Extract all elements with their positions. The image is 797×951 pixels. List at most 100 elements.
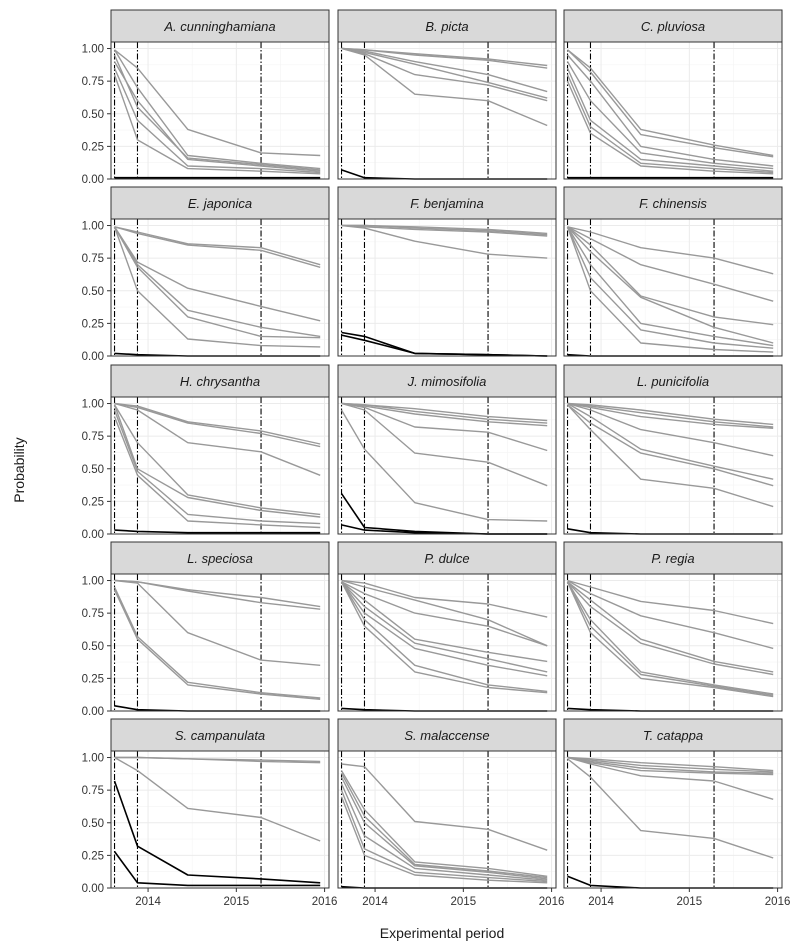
panel-f-chinensis: F. chinensis <box>563 186 783 357</box>
y-tick-label: 0.50 <box>82 641 104 653</box>
series-line-grey <box>566 581 774 695</box>
x-tick-label: 2016 <box>765 896 791 908</box>
panel-j-mimosifolia: J. mimosifolia <box>337 364 557 535</box>
series-line-grey <box>341 579 548 618</box>
strip-label: L. speciosa <box>187 551 253 566</box>
strip-background <box>563 718 783 752</box>
series-line-grey <box>341 224 548 259</box>
x-tick-label: 2015 <box>451 896 477 908</box>
series-line-grey <box>567 756 774 773</box>
series-line-grey <box>567 226 774 326</box>
y-tick-label: 0.00 <box>82 174 104 186</box>
series-line-grey <box>340 770 548 877</box>
series-line-grey <box>113 226 321 339</box>
series-line-grey <box>567 756 774 774</box>
y-tick-label: 1.00 <box>82 44 104 56</box>
strip-label: A. cunninghamiana <box>163 19 275 34</box>
strip-background <box>110 9 330 43</box>
x-tick-label: 2014 <box>135 896 161 908</box>
strip-label: F. benjamina <box>410 196 483 211</box>
series-line-grey <box>113 589 321 700</box>
panel-border <box>110 573 330 712</box>
panel-border <box>563 41 783 180</box>
x-tick-label: 2015 <box>677 896 703 908</box>
panel-border <box>110 396 330 535</box>
series-line-grey <box>340 796 548 884</box>
series-line-grey <box>113 404 321 516</box>
x-tick-label: 2016 <box>539 896 565 908</box>
series-line-grey <box>567 402 774 429</box>
y-tick-label: 0.50 <box>82 109 104 121</box>
series-line-grey <box>567 49 774 157</box>
y-tick-label: 0.50 <box>82 818 104 830</box>
y-tick-label: 1.00 <box>82 753 104 765</box>
series-line-grey <box>566 61 774 170</box>
series-line-black <box>113 851 321 887</box>
x-axis-title: Experimental period <box>380 925 505 941</box>
y-tick-label: 0.00 <box>82 529 104 541</box>
series-line-grey <box>567 758 774 859</box>
panel-s-campanulata: S. campanulata 0.00 0.25 0.50 0.75 1.00 2014 20… <box>82 718 338 908</box>
y-tick-label: 0.75 <box>82 785 104 797</box>
plot-background <box>338 219 556 356</box>
series-line-grey <box>567 756 774 800</box>
x-tick-label: 2014 <box>588 896 614 908</box>
series-line-grey <box>341 47 548 69</box>
series-line-grey <box>567 404 774 487</box>
strip-background <box>337 186 557 220</box>
series-line-grey <box>340 776 548 880</box>
series-line-grey <box>340 581 548 693</box>
series-line-grey <box>114 402 321 476</box>
y-tick-label: 1.00 <box>82 399 104 411</box>
strip-background <box>563 186 783 220</box>
strip-label: P. regia <box>651 551 694 566</box>
y-tick-label: 0.25 <box>82 141 104 153</box>
series-line-grey <box>340 783 548 881</box>
y-tick-label: 1.00 <box>82 221 104 233</box>
series-line-grey <box>114 402 321 448</box>
panel-t-catappa: T. catappa 2014 2015 2016 <box>563 718 791 908</box>
series-line-grey <box>113 226 321 322</box>
series-line-grey <box>340 789 548 883</box>
strip-label: P. dulce <box>424 551 469 566</box>
series-line-grey <box>114 579 321 666</box>
panel-b-picta: B. picta <box>337 9 557 180</box>
panel-border <box>337 41 557 180</box>
series-line-grey <box>113 226 321 338</box>
y-tick-label: 1.00 <box>82 576 104 588</box>
y-tick-label: 0.50 <box>82 464 104 476</box>
series-line-grey <box>114 756 321 764</box>
series-line-grey <box>113 67 321 174</box>
panel-border <box>337 573 557 712</box>
strip-label: H. chrysantha <box>180 374 260 389</box>
panel-a-cunninghamiana: A. cunninghamiana 0.00 0.25 0.50 0.75 1.00 <box>82 9 330 186</box>
series-line-grey <box>567 49 774 158</box>
series-line-grey <box>114 49 321 157</box>
series-line-grey <box>341 402 548 424</box>
series-line-grey <box>566 226 774 344</box>
y-tick-label: 0.75 <box>82 253 104 265</box>
panel-p-dulce: P. dulce <box>337 541 557 712</box>
series-line-grey <box>567 579 774 625</box>
y-tick-label: 0.00 <box>82 351 104 363</box>
series-line-grey <box>567 402 774 480</box>
series-line-grey <box>567 226 774 302</box>
series-line-grey <box>566 80 774 175</box>
series-line-grey <box>113 416 321 529</box>
panel-border <box>337 396 557 535</box>
panel-border <box>563 218 783 357</box>
y-tick-label: 0.25 <box>82 850 104 862</box>
series-line-grey <box>566 581 774 676</box>
y-axis-title: Probability <box>11 437 27 502</box>
strip-label: E. japonica <box>188 196 252 211</box>
panel-l-punicifolia: L. punicifolia <box>563 364 783 535</box>
series-line-grey <box>341 47 548 102</box>
x-tick-label: 2015 <box>224 896 250 908</box>
x-tick-label: 2016 <box>312 896 338 908</box>
panel-border <box>563 573 783 712</box>
panel-h-chrysantha: H. chrysantha 0.00 0.25 0.50 0.75 1.00 <box>82 364 330 541</box>
strip-background <box>563 541 783 575</box>
series-line-grey <box>341 224 548 237</box>
y-tick-label: 0.50 <box>82 286 104 298</box>
panel-border <box>563 396 783 535</box>
